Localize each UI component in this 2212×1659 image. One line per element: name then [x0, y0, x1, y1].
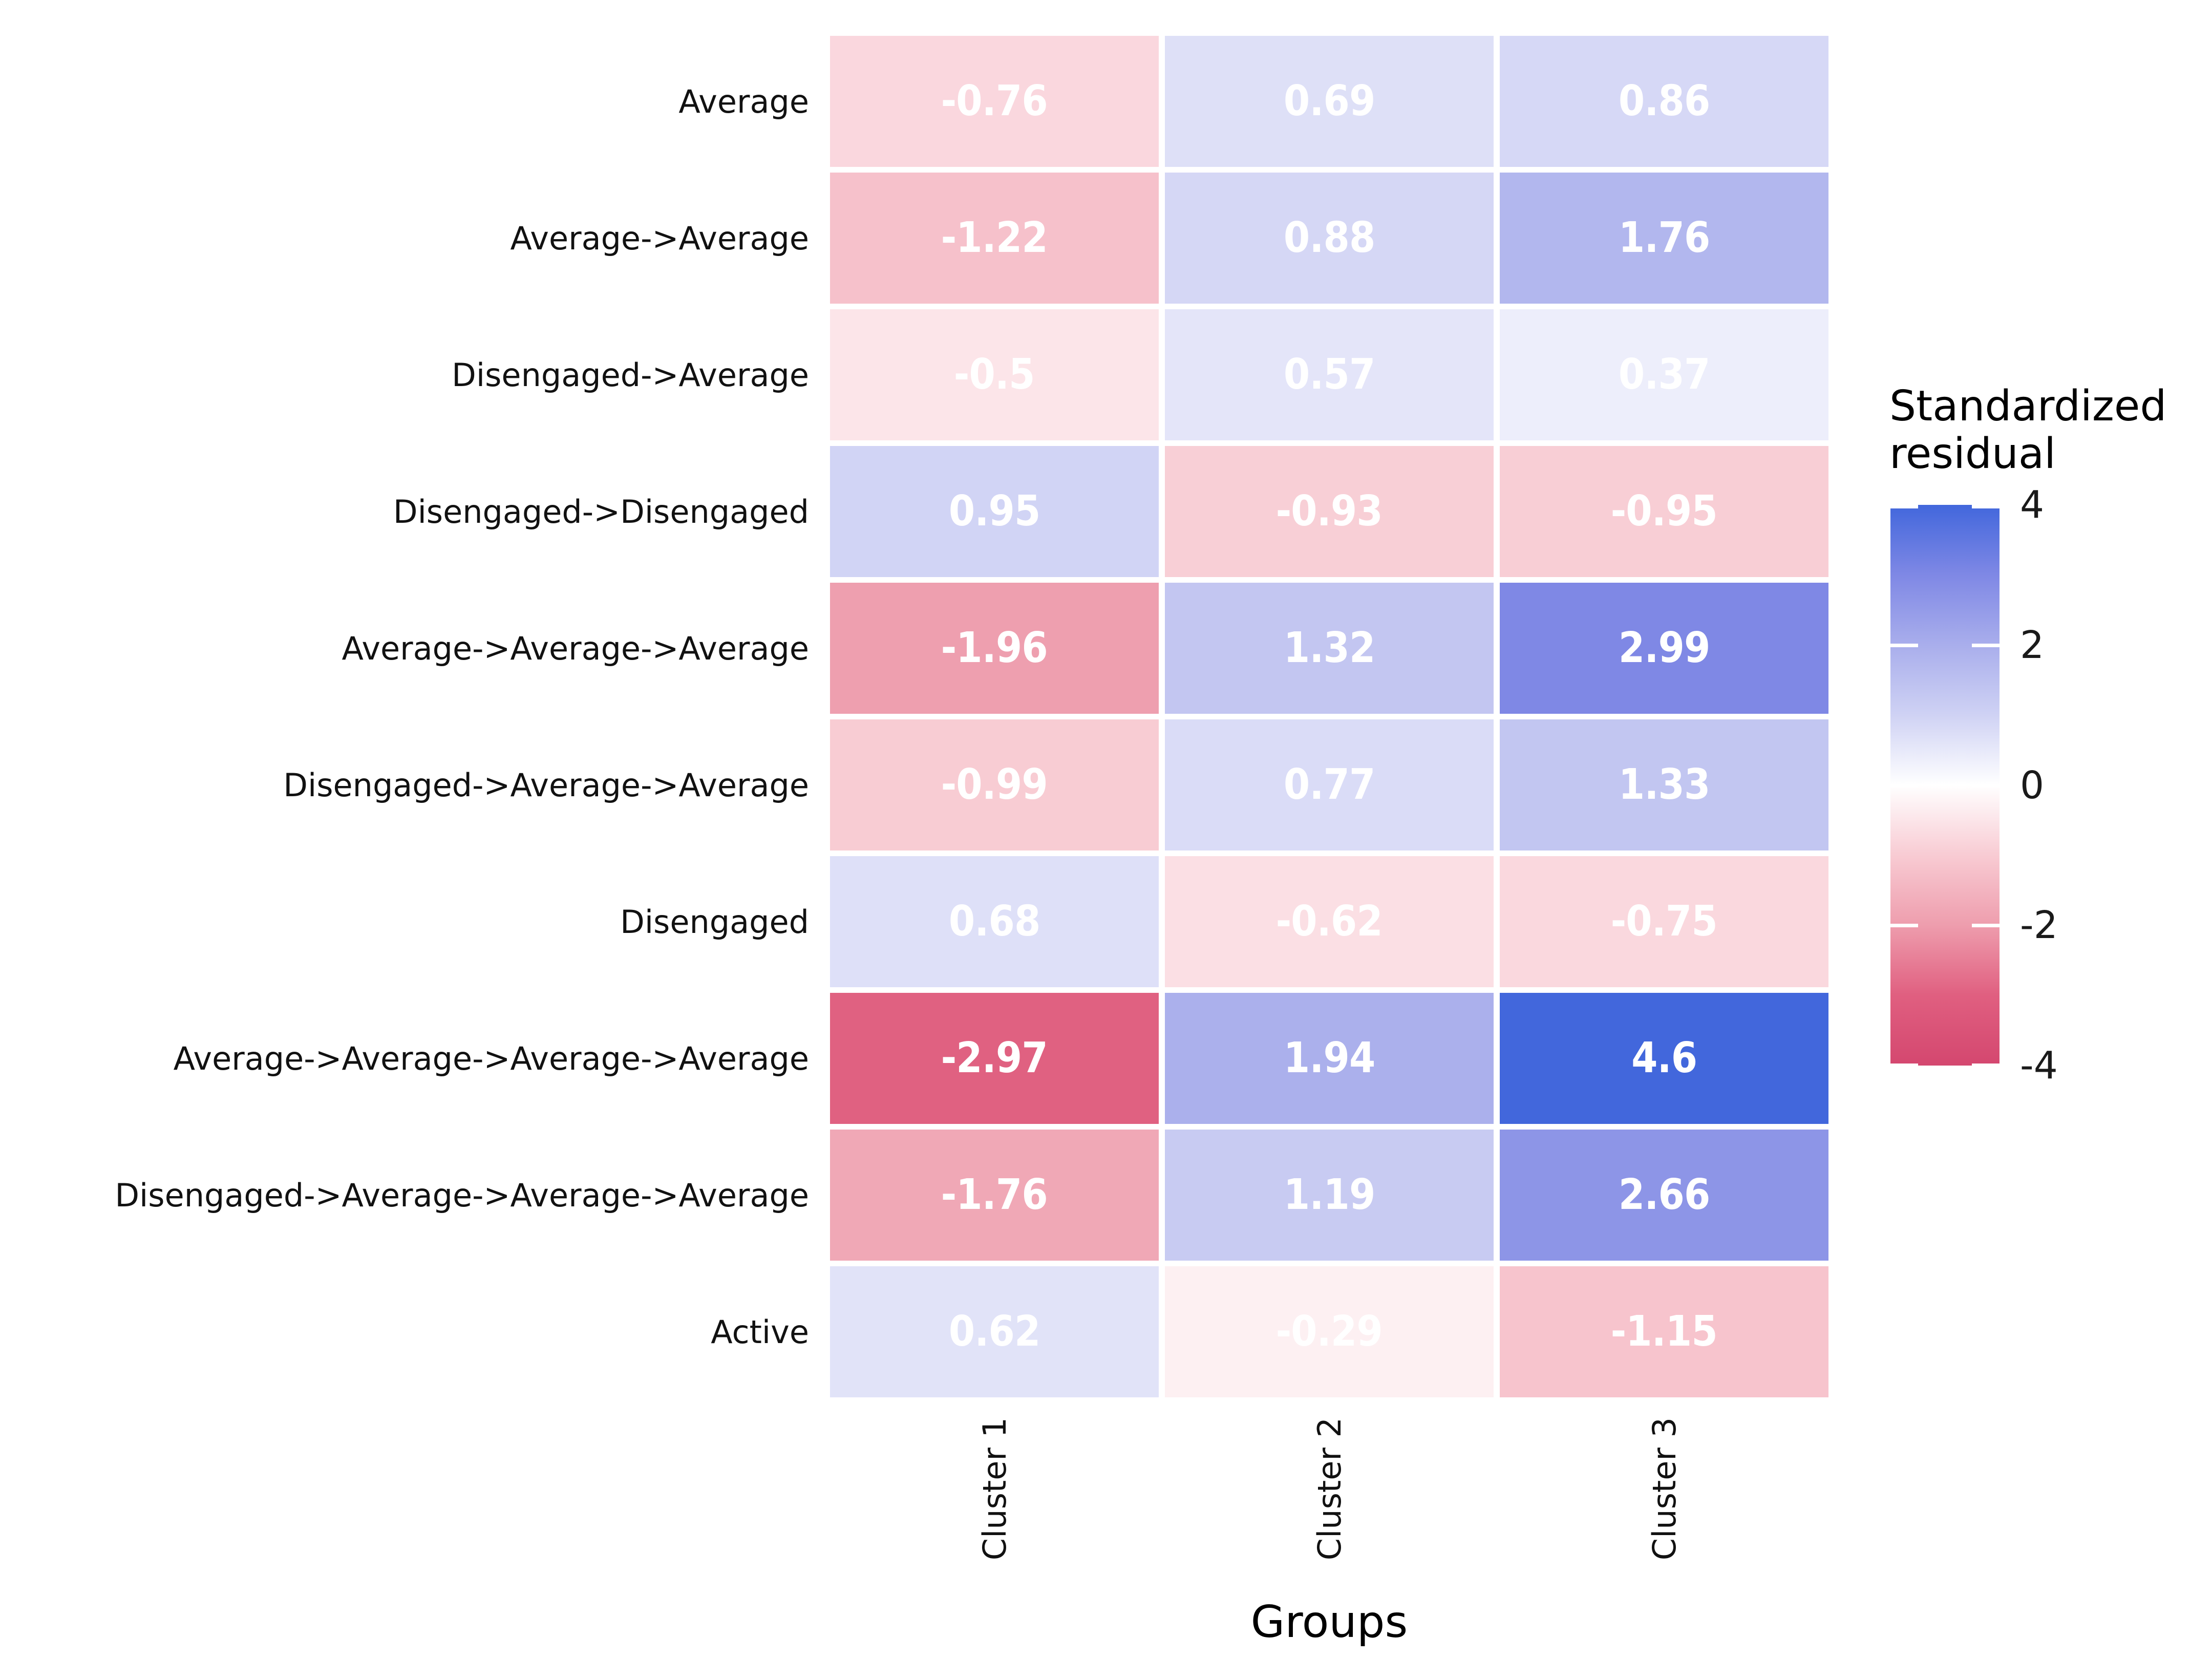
legend-tick-label: 0 — [2020, 763, 2045, 807]
y-axis-label: Disengaged->Disengaged — [393, 493, 809, 530]
y-axis-label: Disengaged->Average — [452, 356, 809, 394]
legend-tick-mark — [1972, 505, 2000, 508]
cell-value: -0.29 — [1275, 1307, 1383, 1356]
y-axis-label: Average — [678, 82, 809, 120]
cell-value: 1.32 — [1283, 624, 1375, 672]
heatmap-cell: 0.77 — [1165, 719, 1494, 850]
y-axis-label: Average->Average->Average — [342, 629, 809, 667]
cell-value: 0.77 — [1283, 760, 1375, 809]
cell-value: 0.69 — [1283, 77, 1375, 125]
legend-tick-mark — [1890, 924, 1918, 928]
cell-value: 0.86 — [1618, 77, 1710, 125]
cell-value: -2.97 — [941, 1034, 1048, 1082]
heatmap-cell: 1.94 — [1165, 993, 1494, 1124]
heatmap-cell: 0.69 — [1165, 36, 1494, 167]
legend-tick-mark — [1890, 783, 1918, 788]
heatmap-cell: 0.95 — [830, 446, 1159, 577]
heatmap-grid: -0.76 0.69 0.86 -1.22 0.88 1.76 -0.5 0.57 0.37 0.… — [830, 36, 1828, 1397]
heatmap-cell: 1.33 — [1500, 719, 1828, 850]
heatmap-cell: 1.76 — [1500, 173, 1828, 304]
legend-tick-mark — [1972, 924, 2000, 928]
cell-value: -0.93 — [1275, 487, 1383, 536]
legend-tick-mark — [1890, 643, 1918, 647]
legend-tick-mark — [1972, 643, 2000, 647]
cell-value: 0.88 — [1283, 214, 1375, 262]
heatmap-cell: -0.93 — [1165, 446, 1494, 577]
cell-value: 0.95 — [948, 487, 1040, 536]
heatmap-cell: 0.88 — [1165, 173, 1494, 304]
cell-value: -0.75 — [1610, 897, 1718, 946]
cell-value: 0.68 — [948, 897, 1040, 946]
heatmap-cell: 0.86 — [1500, 36, 1828, 167]
heatmap-cell: 1.19 — [1165, 1130, 1494, 1261]
heatmap-cell: -0.75 — [1500, 856, 1828, 987]
cell-value: -0.95 — [1610, 487, 1718, 536]
heatmap-cell: -1.15 — [1500, 1266, 1828, 1397]
legend-tick-mark — [1972, 1064, 2000, 1066]
heatmap-cell: -0.29 — [1165, 1266, 1494, 1397]
x-axis-label: Cluster 2 — [1310, 1417, 1348, 1561]
cell-value: 2.66 — [1618, 1171, 1710, 1219]
cell-value: 1.76 — [1618, 214, 1710, 262]
y-axis-label: Disengaged->Average->Average->Average — [115, 1176, 809, 1214]
legend-tick-mark — [1890, 505, 1918, 508]
y-axis-label: Disengaged — [620, 903, 809, 941]
y-axis-labels: Average Average->Average Disengaged->Avera… — [0, 36, 809, 1397]
cell-value: -0.99 — [941, 760, 1048, 809]
legend-tick-mark — [1890, 1064, 1918, 1066]
heatmap-cell: 1.32 — [1165, 583, 1494, 714]
legend-tick-label: 2 — [2020, 623, 2045, 667]
heatmap-cell: 0.68 — [830, 856, 1159, 987]
cell-value: -1.22 — [941, 214, 1048, 262]
legend-tick-label: 4 — [2020, 483, 2045, 527]
legend-title-line1: Standardized — [1889, 382, 2167, 431]
cell-value: 0.62 — [948, 1307, 1040, 1356]
cell-value: 1.19 — [1283, 1171, 1375, 1219]
heatmap-cell: 0.37 — [1500, 309, 1828, 440]
cell-value: -0.62 — [1275, 897, 1383, 946]
y-axis-label: Disengaged->Average->Average — [283, 766, 809, 804]
heatmap-cell: -0.5 — [830, 309, 1159, 440]
heatmap-cell: 2.99 — [1500, 583, 1828, 714]
heatmap-cell: -0.62 — [1165, 856, 1494, 987]
cell-value: -1.15 — [1610, 1307, 1718, 1356]
legend-tick-label: -2 — [2020, 903, 2058, 948]
heatmap-cell: 2.66 — [1500, 1130, 1828, 1261]
cell-value: -1.76 — [941, 1171, 1048, 1219]
cell-value: 4.6 — [1631, 1034, 1697, 1082]
heatmap-cell: -0.95 — [1500, 446, 1828, 577]
heatmap-cell: 0.57 — [1165, 309, 1494, 440]
heatmap-cell: 0.62 — [830, 1266, 1159, 1397]
cell-value: -0.76 — [941, 77, 1048, 125]
cell-value: 0.37 — [1618, 350, 1710, 399]
cell-value: 1.94 — [1283, 1034, 1375, 1082]
legend-title: Standardized residual — [1889, 382, 2167, 478]
x-axis-title: Groups — [1250, 1597, 1408, 1648]
legend-tick-mark — [1972, 783, 2000, 788]
cell-value: 1.33 — [1618, 760, 1710, 809]
cell-value: 2.99 — [1618, 624, 1710, 672]
legend-title-line2: residual — [1889, 429, 2056, 478]
heatmap-cell: -2.97 — [830, 993, 1159, 1124]
cell-value: 0.57 — [1283, 350, 1375, 399]
heatmap-cell: -0.76 — [830, 36, 1159, 167]
heatmap-cell: 4.6 — [1500, 993, 1828, 1124]
heatmap-cell: -1.22 — [830, 173, 1159, 304]
y-axis-label: Average->Average->Average->Average — [173, 1039, 809, 1077]
y-axis-label: Average->Average — [510, 219, 809, 257]
legend-tick-label: -4 — [2020, 1044, 2058, 1088]
x-axis-label: Cluster 3 — [1645, 1417, 1683, 1561]
heatmap-cell: -1.96 — [830, 583, 1159, 714]
y-axis-label: Active — [711, 1313, 809, 1351]
x-axis-label: Cluster 1 — [975, 1417, 1013, 1561]
heatmap-cell: -1.76 — [830, 1130, 1159, 1261]
cell-value: -0.5 — [954, 350, 1035, 399]
cell-value: -1.96 — [941, 624, 1048, 672]
heatmap-cell: -0.99 — [830, 719, 1159, 850]
legend-colorbar — [1890, 505, 2000, 1066]
